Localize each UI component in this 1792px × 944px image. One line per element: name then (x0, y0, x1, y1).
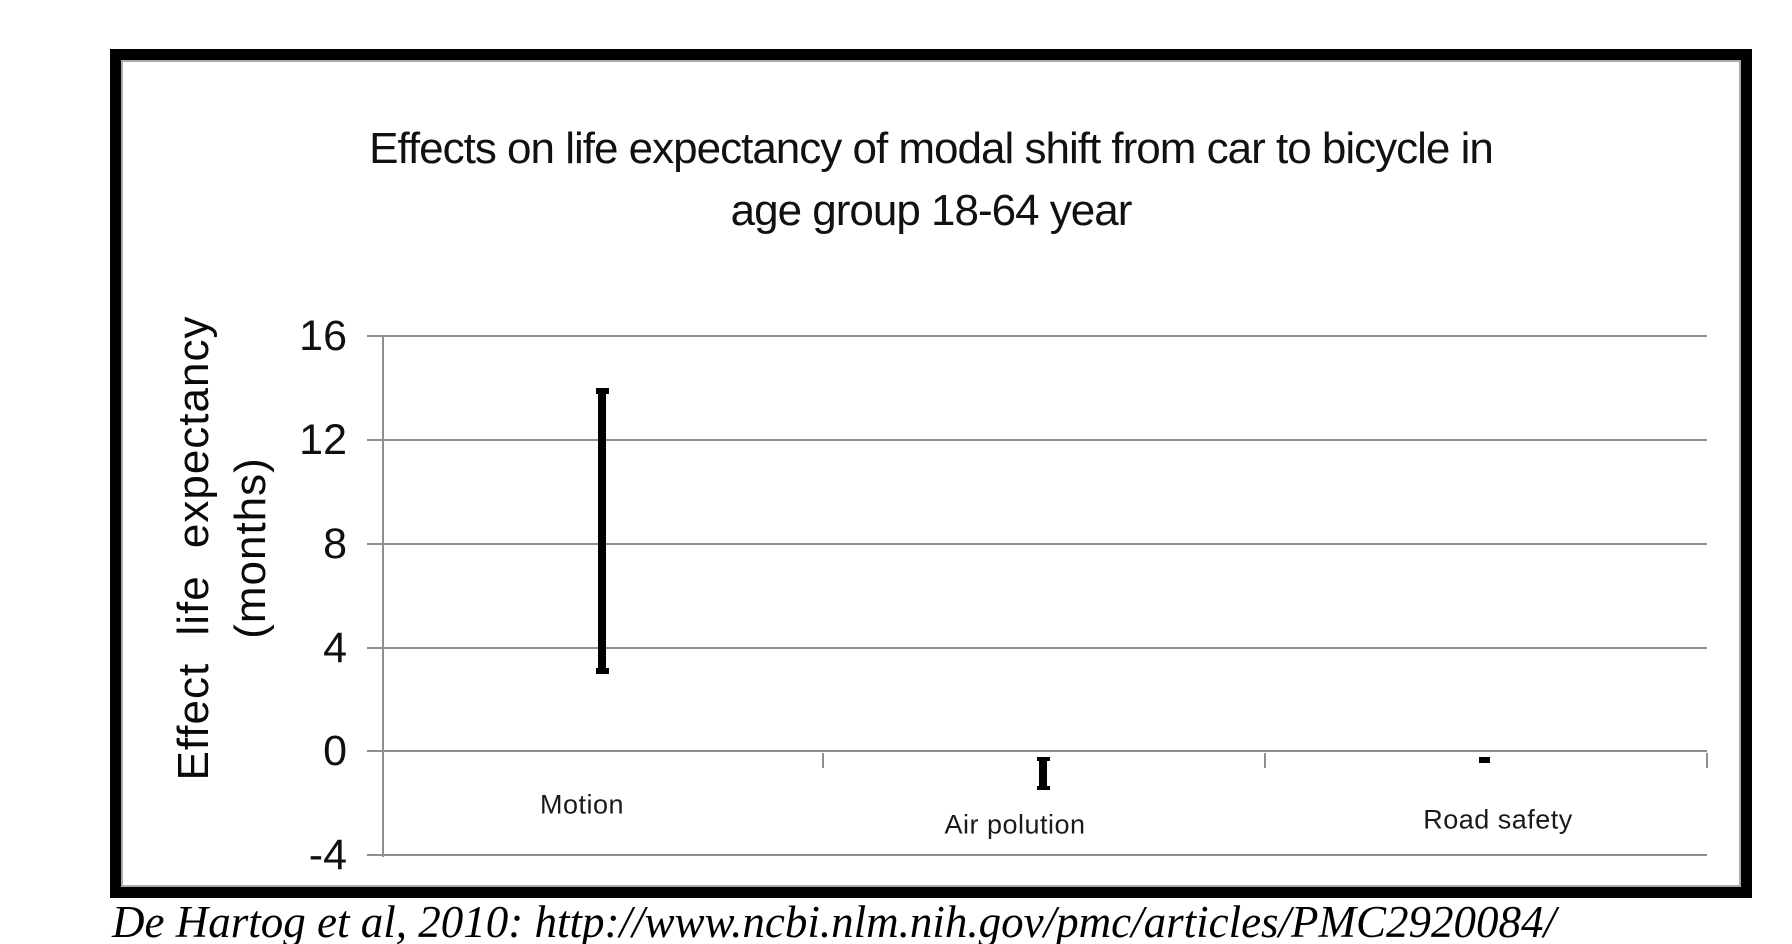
category-label-air-polution: Air polution (944, 809, 1086, 840)
y-tick-label: 12 (299, 416, 347, 465)
y-tick-label: 4 (323, 623, 347, 672)
category-label-road-safety: Road safety (1423, 804, 1573, 835)
y-tick-label: 0 (323, 727, 347, 776)
y-axis-line (382, 336, 384, 858)
gridline (367, 542, 1707, 545)
chart-title: Effects on life expectancy of modal shif… (121, 118, 1741, 242)
chart-title-line-1: Effects on life expectancy of modal shif… (369, 124, 1494, 173)
citation-text: De Hartog et al, 2010: http://www.ncbi.n… (112, 897, 1557, 944)
gridline (367, 854, 1707, 857)
x-tick (822, 753, 824, 768)
y-tick-label: -4 (308, 831, 347, 880)
x-tick (1706, 753, 1708, 768)
x-tick (1264, 753, 1266, 768)
range-bar-air-polution-bottom-cap (1036, 786, 1050, 791)
chart-title-line-2: age group 18-64 year (730, 186, 1133, 235)
range-bar-air-polution-top-cap (1036, 756, 1050, 761)
range-bar-air-polution (1039, 756, 1047, 791)
gridline (367, 335, 1707, 338)
range-bar-motion (598, 388, 606, 674)
category-label-motion: Motion (539, 789, 625, 820)
range-bar-motion-top-cap (595, 388, 609, 395)
gridline (367, 439, 1707, 442)
gridline (367, 646, 1707, 649)
range-bar-road-safety (1478, 756, 1490, 764)
y-tick-label: 8 (323, 519, 347, 568)
y-tick-label: 16 (299, 312, 347, 361)
gridline (367, 750, 1707, 753)
y-axis-label-line-1: Effect life expectancy (169, 315, 218, 781)
range-bar-motion-bottom-cap (595, 667, 609, 674)
chart-frame: Effects on life expectancy of modal shif… (110, 49, 1752, 898)
